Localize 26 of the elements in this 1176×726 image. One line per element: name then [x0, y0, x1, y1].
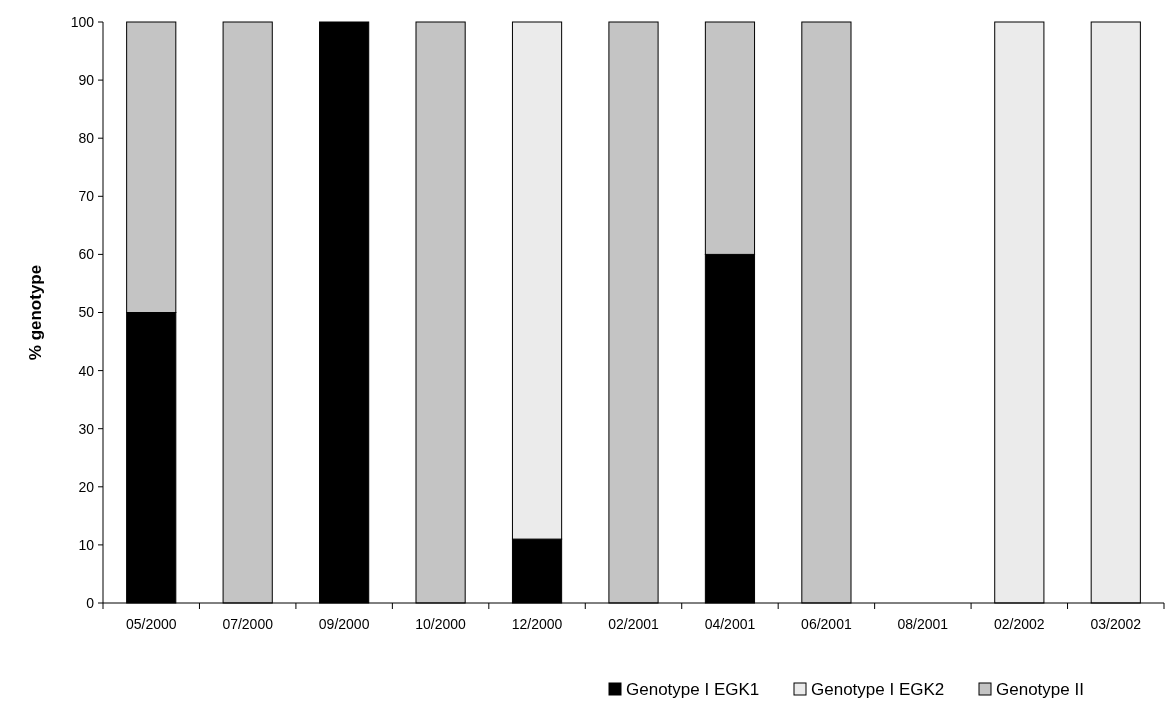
- y-tick-label: 40: [78, 362, 95, 379]
- legend-label: Genotype II: [996, 679, 1084, 699]
- x-tick-label: 06/2001: [801, 616, 852, 632]
- x-tick-label: 12/2000: [511, 616, 563, 632]
- x-tick-label: 09/2000: [318, 616, 370, 632]
- x-tick-label: 02/2001: [608, 616, 660, 632]
- x-tick-label: 08/2001: [897, 616, 949, 632]
- y-tick-label: 20: [78, 478, 95, 495]
- y-tick-label: 0: [86, 594, 95, 611]
- x-tick-label: 10/2000: [415, 616, 467, 632]
- y-tick-label: 100: [70, 13, 95, 30]
- y-tick-label: 30: [78, 420, 95, 437]
- y-tick-label: 80: [78, 130, 95, 147]
- y-axis-title: % genotype: [26, 264, 45, 361]
- x-tick-label: 05/2000: [125, 616, 177, 632]
- y-tick-label: 90: [78, 72, 95, 88]
- y-tick-label: 10: [78, 536, 95, 553]
- x-tick-label: 02/2002: [994, 616, 1045, 632]
- y-tick-label: 50: [78, 304, 95, 321]
- y-tick-label: 60: [78, 246, 95, 263]
- x-tick-label: 03/2002: [1090, 616, 1142, 632]
- x-tick-label: 07/2000: [222, 616, 274, 632]
- y-tick-label: 70: [78, 188, 95, 205]
- legend-label: Genotype I EGK2: [811, 679, 945, 699]
- legend-label: Genotype I EGK1: [626, 679, 760, 699]
- x-tick-label: 04/2001: [704, 616, 756, 632]
